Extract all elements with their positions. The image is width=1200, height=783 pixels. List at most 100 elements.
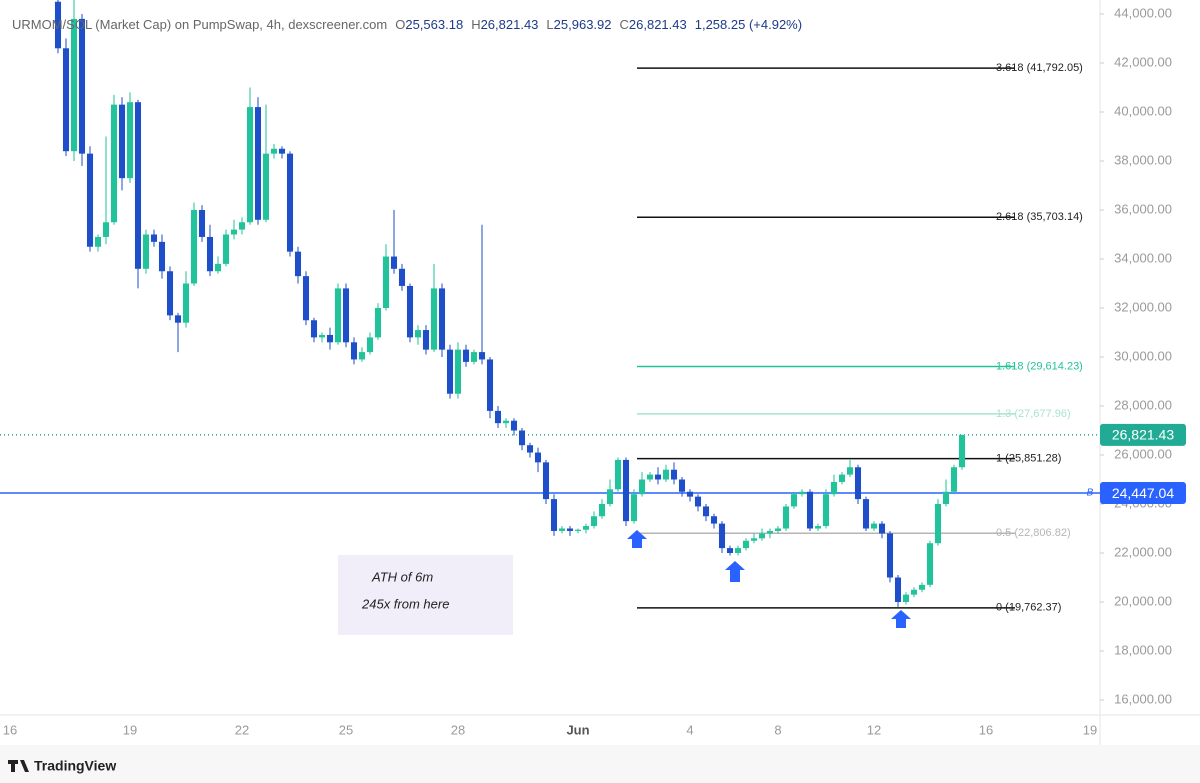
y-tick-label: 40,000.00 xyxy=(1114,103,1172,118)
last-price-label: 26,821.43 xyxy=(1112,427,1174,443)
y-tick-label: 34,000.00 xyxy=(1114,250,1172,265)
candle-body xyxy=(486,359,494,411)
arrow-icon xyxy=(891,610,911,628)
candle-body xyxy=(646,474,654,480)
x-tick-label: 16 xyxy=(979,722,993,737)
candle-body xyxy=(430,288,438,350)
ohlc-key: O xyxy=(395,17,405,32)
candle-body xyxy=(766,530,774,534)
candle-body xyxy=(134,102,142,269)
candle-body xyxy=(734,548,742,554)
candle-body xyxy=(550,499,558,531)
candle-body xyxy=(174,315,182,323)
candle-body xyxy=(406,285,414,338)
candle-body xyxy=(270,148,278,154)
candle-body xyxy=(534,452,542,463)
x-tick-label: 28 xyxy=(451,722,465,737)
ohlc-key: H xyxy=(471,17,480,32)
candle-body xyxy=(950,467,958,492)
chart-title: URMOM/SOL (Market Cap) on PumpSwap, 4h, … xyxy=(12,17,802,32)
candle-body xyxy=(598,504,606,517)
candle-body xyxy=(870,523,878,529)
y-tick-label: 42,000.00 xyxy=(1114,54,1172,69)
candle-body xyxy=(86,153,94,247)
candle-body xyxy=(582,526,590,530)
candle-body xyxy=(318,334,326,338)
candle-body xyxy=(278,148,286,154)
candle-body xyxy=(390,256,398,269)
ohlc-value: 26,821.43 xyxy=(629,17,687,32)
annotation-box xyxy=(338,555,513,635)
candle-body xyxy=(622,459,630,522)
candle-body xyxy=(830,481,838,495)
title: URMOM/SOL (Market Cap) on PumpSwap, 4h, … xyxy=(12,17,387,32)
candle-body xyxy=(70,18,78,152)
candle-body xyxy=(670,469,678,480)
arrows xyxy=(627,530,911,628)
candle-body xyxy=(110,104,118,223)
x-tick-label: 12 xyxy=(867,722,881,737)
ohlc-value: 26,821.43 xyxy=(481,17,539,32)
candle-body xyxy=(438,288,446,350)
candle-body xyxy=(718,523,726,549)
candle-body xyxy=(214,263,222,272)
annotation: 245x from here xyxy=(361,596,449,611)
arrow-icon xyxy=(627,530,647,548)
y-tick-label: 44,000.00 xyxy=(1114,5,1172,20)
candle-body xyxy=(854,467,862,500)
candle-body xyxy=(742,540,750,549)
brand: TradingView xyxy=(34,758,116,774)
candle-body xyxy=(446,349,454,394)
y-tick-label: 28,000.00 xyxy=(1114,397,1172,412)
logo: TradingView xyxy=(8,758,116,774)
candle-body xyxy=(206,236,214,272)
change: 1,258.25 (+4.92%) xyxy=(695,17,802,32)
y-tick-label: 22,000.00 xyxy=(1114,544,1172,559)
y-tick-label: 30,000.00 xyxy=(1114,348,1172,363)
candle-body xyxy=(302,276,310,321)
candle-body xyxy=(502,420,510,424)
candle-body xyxy=(182,283,190,323)
candle-body xyxy=(638,479,646,495)
candle-body xyxy=(846,467,854,475)
arrow-icon xyxy=(725,561,745,582)
candle-body xyxy=(222,234,230,264)
candle-body xyxy=(454,349,462,394)
candle-body xyxy=(254,107,262,220)
plot: 16,000.0018,000.0020,000.0022,000.0024,0… xyxy=(0,0,1186,737)
candle-body xyxy=(470,352,478,362)
fib-label: 0 (19,762.37) xyxy=(996,602,1061,614)
candle-body xyxy=(54,1,62,49)
candle-body xyxy=(294,251,302,277)
candle-body xyxy=(654,474,662,480)
annotation: ATH of 6m xyxy=(371,569,433,584)
candle-body xyxy=(398,268,406,286)
last-price-tag xyxy=(1100,423,1186,446)
candle-body xyxy=(958,434,966,468)
x-tick-label: 4 xyxy=(686,722,693,737)
candle-body xyxy=(902,594,910,603)
candle-body xyxy=(838,474,846,482)
y-tick-label: 36,000.00 xyxy=(1114,201,1172,216)
logo-icon xyxy=(8,760,29,772)
candle-body xyxy=(78,18,86,154)
fib-label: 1 (25,851.28) xyxy=(996,453,1061,465)
ohlc-value: 25,963.92 xyxy=(554,17,612,32)
candle-body xyxy=(518,430,526,446)
candle-body xyxy=(414,330,422,338)
y-tick-label: 20,000.00 xyxy=(1114,593,1172,608)
y-tick-label: 18,000.00 xyxy=(1114,642,1172,657)
candle-body xyxy=(878,523,886,534)
x-tick-label: 19 xyxy=(1083,722,1097,737)
candle-body xyxy=(510,420,518,431)
candle-body xyxy=(774,528,782,531)
candle-body xyxy=(462,349,470,362)
candle-body xyxy=(166,271,174,316)
candle-body xyxy=(750,538,758,541)
candle-body xyxy=(710,516,718,524)
x-tick-label: 22 xyxy=(235,722,249,737)
candle-body xyxy=(614,459,622,490)
